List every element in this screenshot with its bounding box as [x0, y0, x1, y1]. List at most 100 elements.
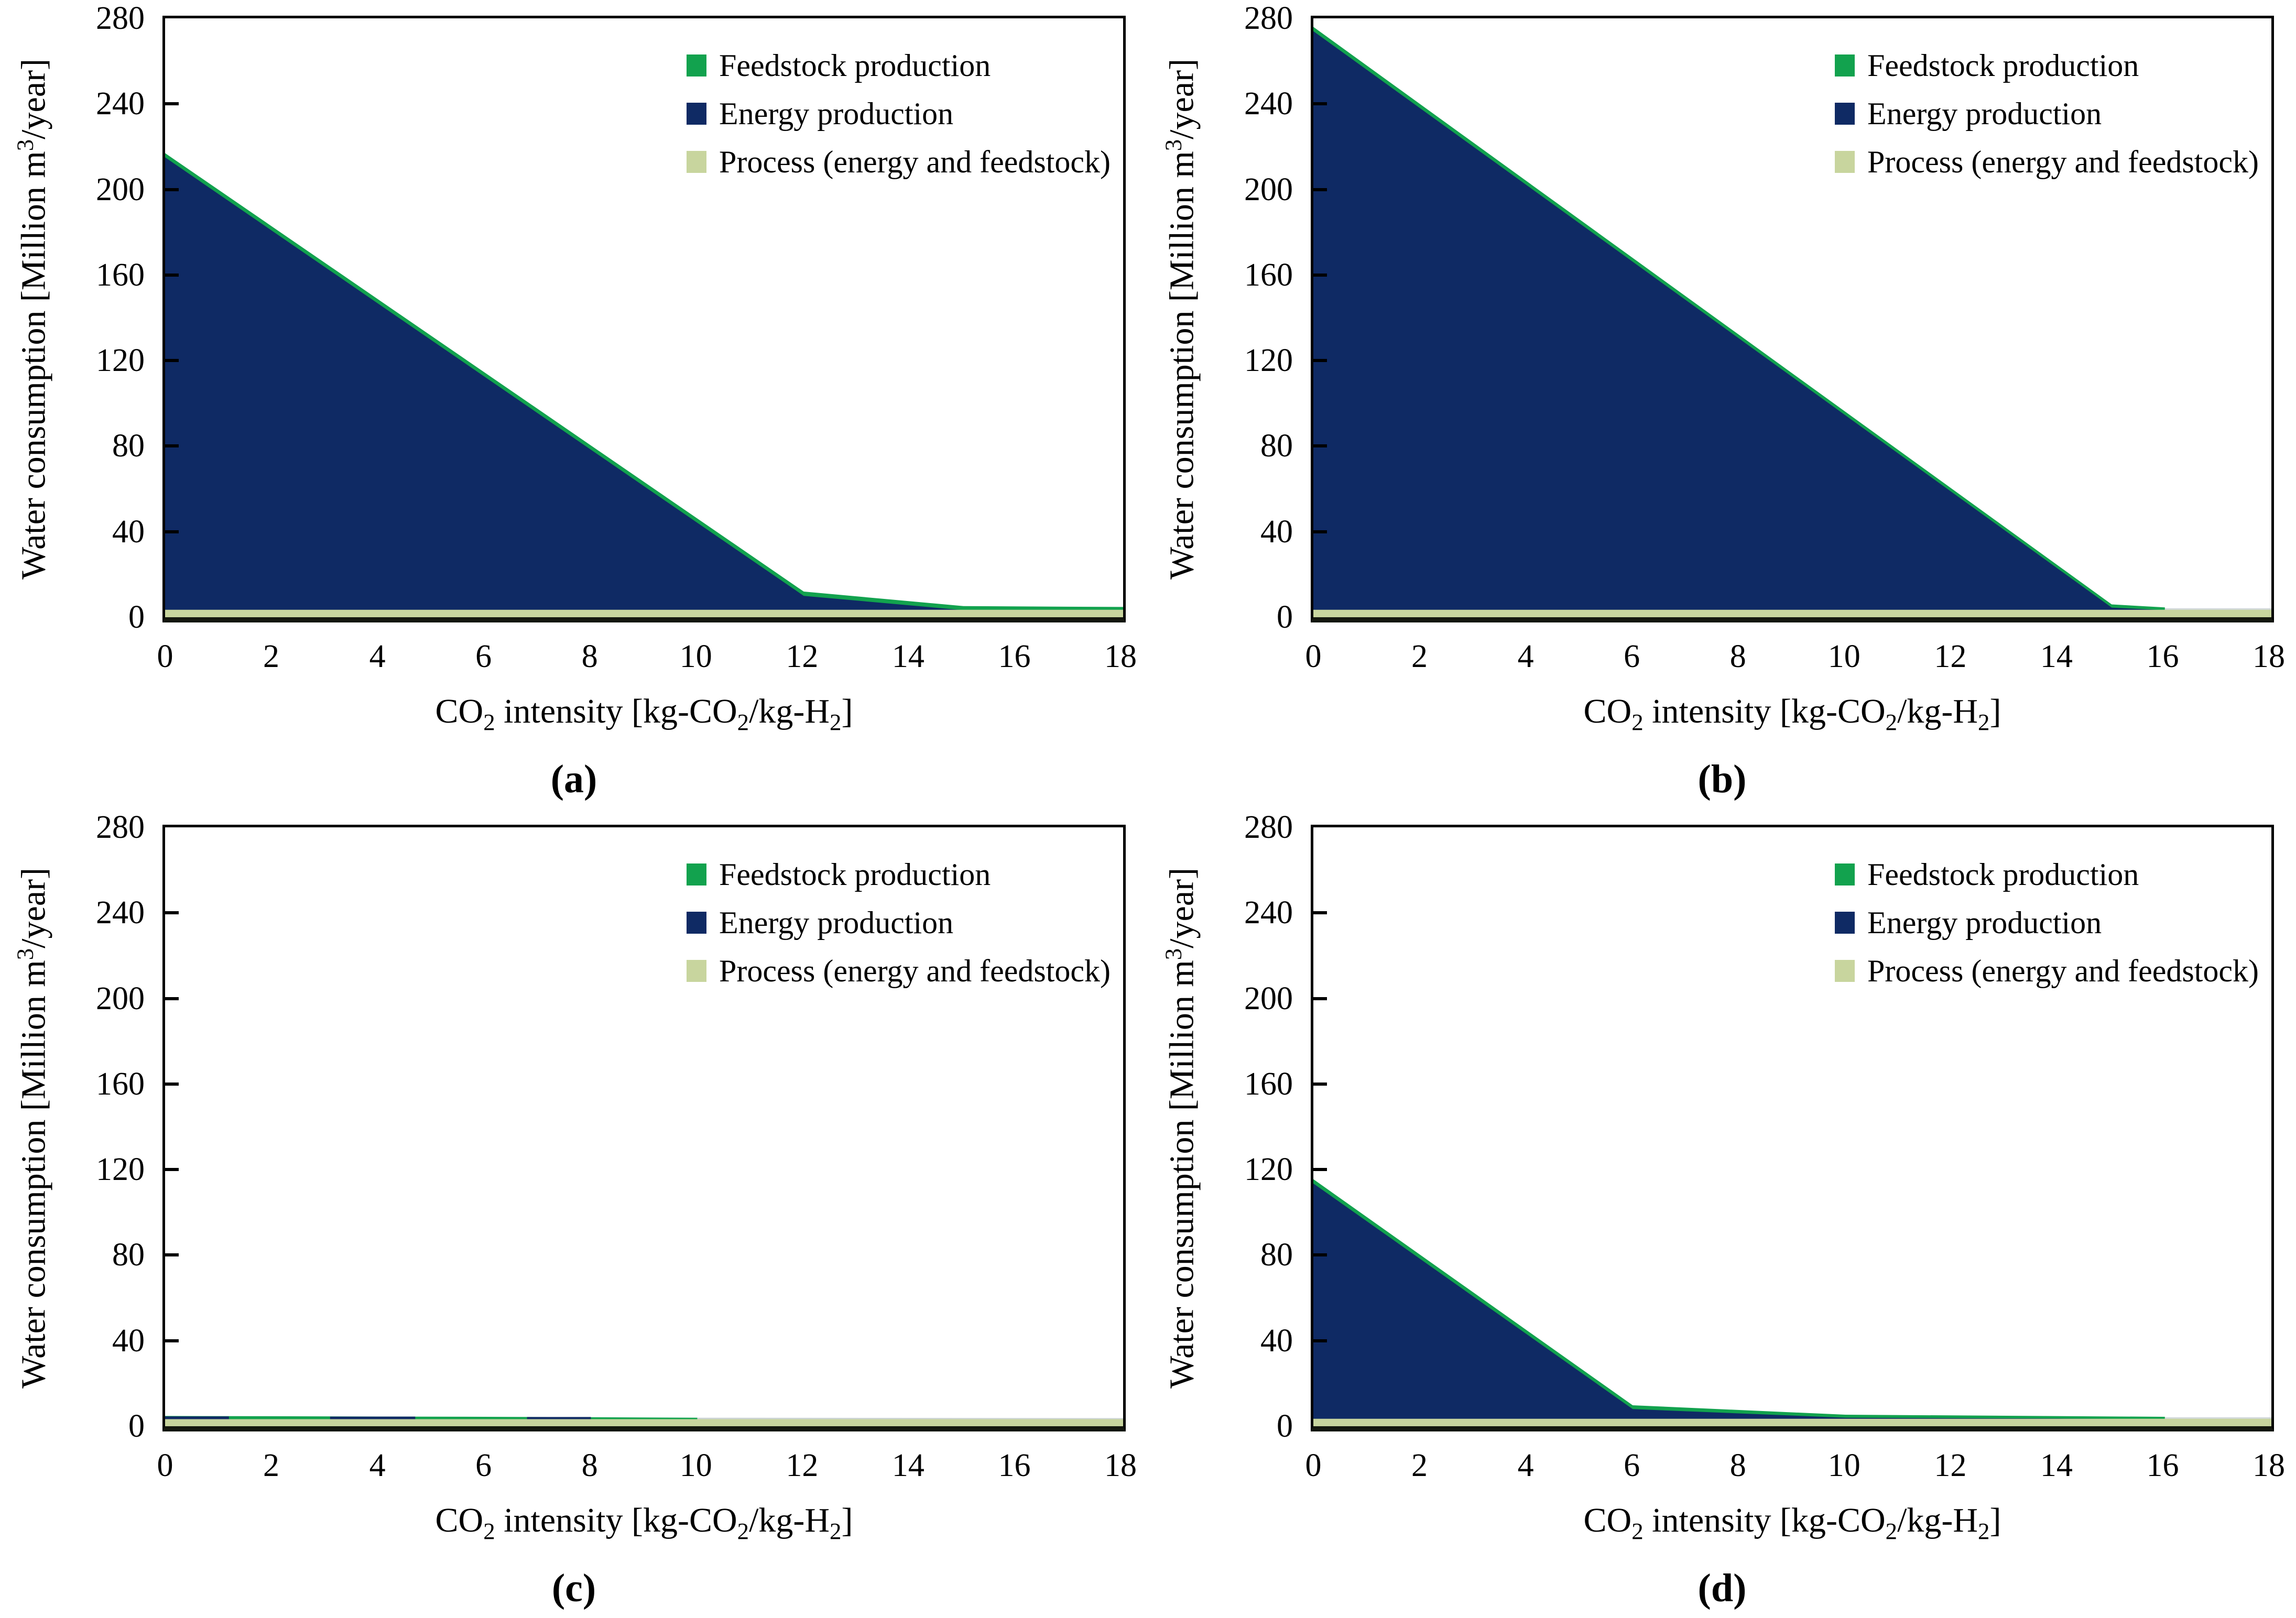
y-tick-label: 40 — [1260, 513, 1293, 550]
x-tick-label: 16 — [2146, 1448, 2179, 1483]
area-energy — [1313, 31, 2271, 617]
x-tick-label: 6 — [1624, 639, 1640, 674]
area-energy — [1313, 1183, 2271, 1426]
y-tick-mark — [1313, 1253, 1327, 1257]
stacked-area-chart — [1313, 1179, 2271, 1426]
x-tick-label: 16 — [2146, 639, 2179, 674]
y-tick-mark — [165, 359, 179, 363]
y-tick-label: 80 — [112, 428, 145, 464]
legend-label: Process (energy and feedstock) — [1867, 953, 2259, 988]
legend-swatch-energy — [1835, 912, 1855, 934]
legend-item: Process (energy and feedstock) — [687, 947, 1111, 995]
y-tick-label: 160 — [96, 257, 145, 293]
x-tick-label: 14 — [2040, 1448, 2073, 1483]
y-tick-label: 200 — [1244, 980, 1293, 1016]
y-tick-mark — [165, 1082, 179, 1086]
legend-item: Process (energy and feedstock) — [1835, 138, 2259, 186]
panel-c: Water consumption [Million m3/year] 0 40 8… — [0, 809, 1148, 1618]
y-tick-label: 0 — [128, 1408, 145, 1444]
y-tick-mark — [1313, 102, 1327, 106]
x-tick-label: 8 — [1729, 639, 1746, 674]
y-tick-label: 80 — [1260, 1237, 1293, 1273]
y-tick-label: 0 — [1277, 1408, 1293, 1444]
y-tick-mark — [165, 1339, 179, 1342]
y-tick-mark — [165, 1253, 179, 1257]
y-tick-label: 120 — [1244, 1152, 1293, 1188]
y-tick-label: 40 — [112, 1322, 145, 1359]
x-tick-label: 18 — [2253, 639, 2285, 674]
x-tick-label: 18 — [1104, 639, 1137, 674]
area-process — [165, 1419, 1123, 1426]
y-tick-label: 40 — [112, 513, 145, 550]
stacked-area-chart — [1313, 27, 2271, 617]
x-tick-label: 16 — [998, 639, 1031, 674]
y-tick-label: 120 — [1244, 343, 1293, 379]
legend-label: Process (energy and feedstock) — [1867, 144, 2259, 179]
panel-sublabel: (b) — [1697, 757, 1747, 801]
legend-swatch-process — [687, 151, 707, 173]
panel-sublabel: (c) — [551, 1566, 596, 1610]
y-tick-mark — [165, 273, 179, 277]
y-axis-title: Water consumption [Million m3/year] — [1160, 867, 1201, 1389]
panel-b: Water consumption [Million m3/year] 0 40 8… — [1148, 0, 2296, 809]
legend-swatch-energy — [687, 912, 707, 934]
y-tick-label: 160 — [1244, 257, 1293, 293]
y-tick-label: 240 — [1244, 86, 1293, 122]
x-tick-label: 2 — [1411, 639, 1428, 674]
x-axis-title: CO2 intensity [kg-CO2/kg-H2] — [435, 692, 853, 736]
y-tick-mark — [1313, 444, 1327, 448]
y-tick-label: 0 — [128, 599, 145, 635]
x-tick-label: 0 — [157, 639, 173, 674]
x-tick-label: 12 — [786, 1448, 819, 1483]
x-tick-label: 2 — [1411, 1448, 1428, 1483]
y-tick-mark — [1313, 911, 1327, 915]
x-tick-label: 16 — [998, 1448, 1031, 1483]
legend-label: Energy production — [1867, 905, 2102, 940]
x-tick-label: 4 — [369, 639, 386, 674]
y-tick-label: 160 — [96, 1066, 145, 1102]
legend-item: Energy production — [1835, 90, 2259, 138]
x-tick-label: 18 — [1104, 1448, 1137, 1483]
y-tick-mark — [1313, 530, 1327, 533]
x-tick-label: 0 — [157, 1448, 173, 1483]
y-tick-mark — [1313, 1168, 1327, 1172]
x-tick-label: 6 — [475, 1448, 492, 1483]
y-tick-label: 280 — [96, 810, 145, 845]
y-tick-label: 240 — [96, 86, 145, 122]
x-axis-title: CO2 intensity [kg-CO2/kg-H2] — [1583, 1501, 2001, 1545]
plot-area: Feedstock production Energy production P… — [1311, 825, 2274, 1431]
x-tick-label: 6 — [475, 639, 492, 674]
x-tick-label: 12 — [1934, 639, 1967, 674]
y-tick-label: 80 — [1260, 428, 1293, 464]
area-process — [165, 609, 1123, 617]
y-tick-label: 120 — [96, 343, 145, 379]
y-tick-label: 0 — [1277, 599, 1293, 635]
legend: Feedstock production Energy production P… — [687, 41, 1111, 186]
y-tick-mark — [165, 444, 179, 448]
y-tick-label: 280 — [1244, 1, 1293, 36]
y-axis-title: Water consumption [Million m3/year] — [1160, 58, 1201, 580]
legend-swatch-feedstock — [1835, 863, 1855, 885]
x-axis-title: CO2 intensity [kg-CO2/kg-H2] — [435, 1501, 853, 1545]
y-tick-label: 280 — [96, 1, 145, 36]
legend-label: Feedstock production — [719, 857, 991, 892]
y-tick-mark — [165, 530, 179, 533]
x-tick-label: 2 — [263, 1448, 280, 1483]
legend-item: Process (energy and feedstock) — [1835, 947, 2259, 995]
x-tick-label: 2 — [263, 639, 280, 674]
panel-sublabel: (d) — [1697, 1566, 1747, 1610]
x-tick-label: 12 — [786, 639, 819, 674]
panel-d: Water consumption [Million m3/year] 0 40 8… — [1148, 809, 2296, 1618]
panel-a: Water consumption [Million m3/year] 0 40 8… — [0, 0, 1148, 809]
legend-label: Feedstock production — [1867, 48, 2139, 83]
y-tick-label: 280 — [1244, 810, 1293, 845]
plot-area: Feedstock production Energy production P… — [1311, 16, 2274, 622]
legend-item: Feedstock production — [1835, 850, 2259, 899]
x-tick-label: 18 — [2253, 1448, 2285, 1483]
x-tick-label: 4 — [1517, 1448, 1534, 1483]
legend-swatch-feedstock — [687, 54, 707, 76]
y-tick-label: 80 — [112, 1237, 145, 1273]
legend-swatch-process — [1835, 151, 1855, 173]
legend-label: Feedstock production — [1867, 857, 2139, 892]
